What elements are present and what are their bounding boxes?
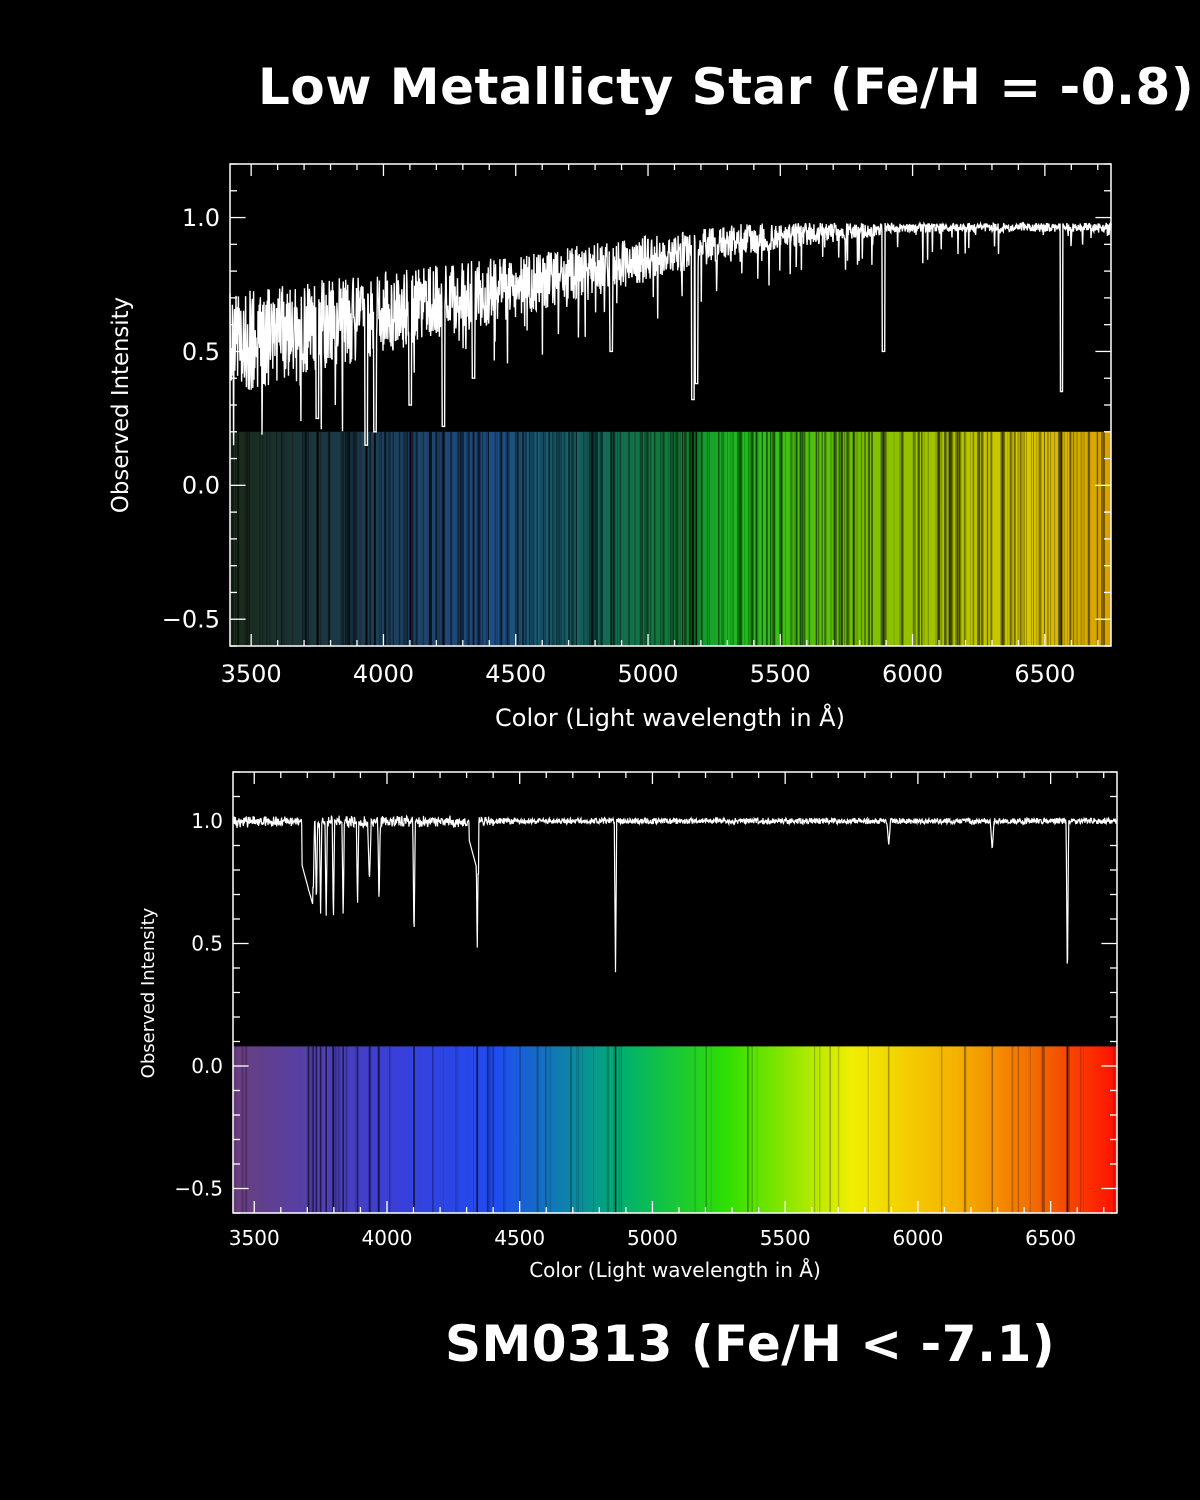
chart-title-top: Low Metallicty Star (Fe/H = -0.8) — [258, 58, 1195, 116]
y-tick-label: 0.0 — [191, 1054, 223, 1078]
y-axis-label-top: Observed Intensity — [108, 297, 134, 513]
x-axis-label-top: Color (Light wavelength in Å) — [495, 703, 845, 732]
x-axis-label-bottom: Color (Light wavelength in Å) — [529, 1258, 821, 1282]
chart-panel-bottom: 3500 4000 4500 5000 5500 6000 6500 −0.5 0.0 0.5 1.… — [138, 771, 1118, 1282]
y-tick-label: 1.0 — [182, 204, 220, 232]
y-tick-label: −0.5 — [162, 606, 220, 634]
x-tick-label: 5500 — [760, 1226, 811, 1250]
x-tick-label: 5500 — [750, 660, 811, 688]
y-tick-label: 0.5 — [182, 338, 220, 366]
spectrum-band-bottom — [233, 1046, 1117, 1213]
y-tick-label: 1.0 — [191, 809, 223, 833]
x-tick-label: 6500 — [1025, 1226, 1076, 1250]
spectrum-band-lines-bottom — [232, 1046, 1115, 1213]
x-tick-label: 4000 — [353, 660, 414, 688]
spectrum-band-lines-top — [230, 431, 1112, 646]
x-tick-label: 5000 — [627, 1226, 678, 1250]
x-tick-label: 3500 — [229, 1226, 280, 1250]
x-tick-label: 4500 — [494, 1226, 545, 1250]
x-tick-label: 4000 — [362, 1226, 413, 1250]
y-axis-label-bottom: Observed Intensity — [138, 907, 159, 1078]
x-tick-label: 3500 — [221, 660, 282, 688]
chart-panel-top: 3500 4000 4500 5000 5500 6000 6500 −0.5 0.0 0.5 1.… — [108, 163, 1112, 732]
axis-ticks-top — [230, 163, 1111, 647]
spectrum-line-bottom — [232, 814, 1118, 973]
x-tick-label: 6500 — [1014, 660, 1075, 688]
x-tick-label: 6000 — [882, 660, 943, 688]
y-tick-label: 0.0 — [182, 472, 220, 500]
chart-title-bottom: SM0313 (Fe/H < -7.1) — [445, 1315, 1056, 1373]
x-tick-label: 4500 — [485, 660, 546, 688]
y-tick-label: 0.5 — [191, 932, 223, 956]
x-tick-label: 5000 — [617, 660, 678, 688]
y-tick-label: −0.5 — [174, 1177, 223, 1201]
axis-ticks-bottom — [233, 771, 1117, 1214]
x-tick-label: 6000 — [892, 1226, 943, 1250]
tick-labels-bottom: 3500 4000 4500 5000 5500 6000 6500 −0.5 0.0 0.5 1.… — [174, 809, 1076, 1250]
tick-labels-top: 3500 4000 4500 5000 5500 6000 6500 −0.5 0.0 0.5 1.… — [162, 204, 1076, 688]
spectrum-line-top — [229, 220, 1112, 446]
